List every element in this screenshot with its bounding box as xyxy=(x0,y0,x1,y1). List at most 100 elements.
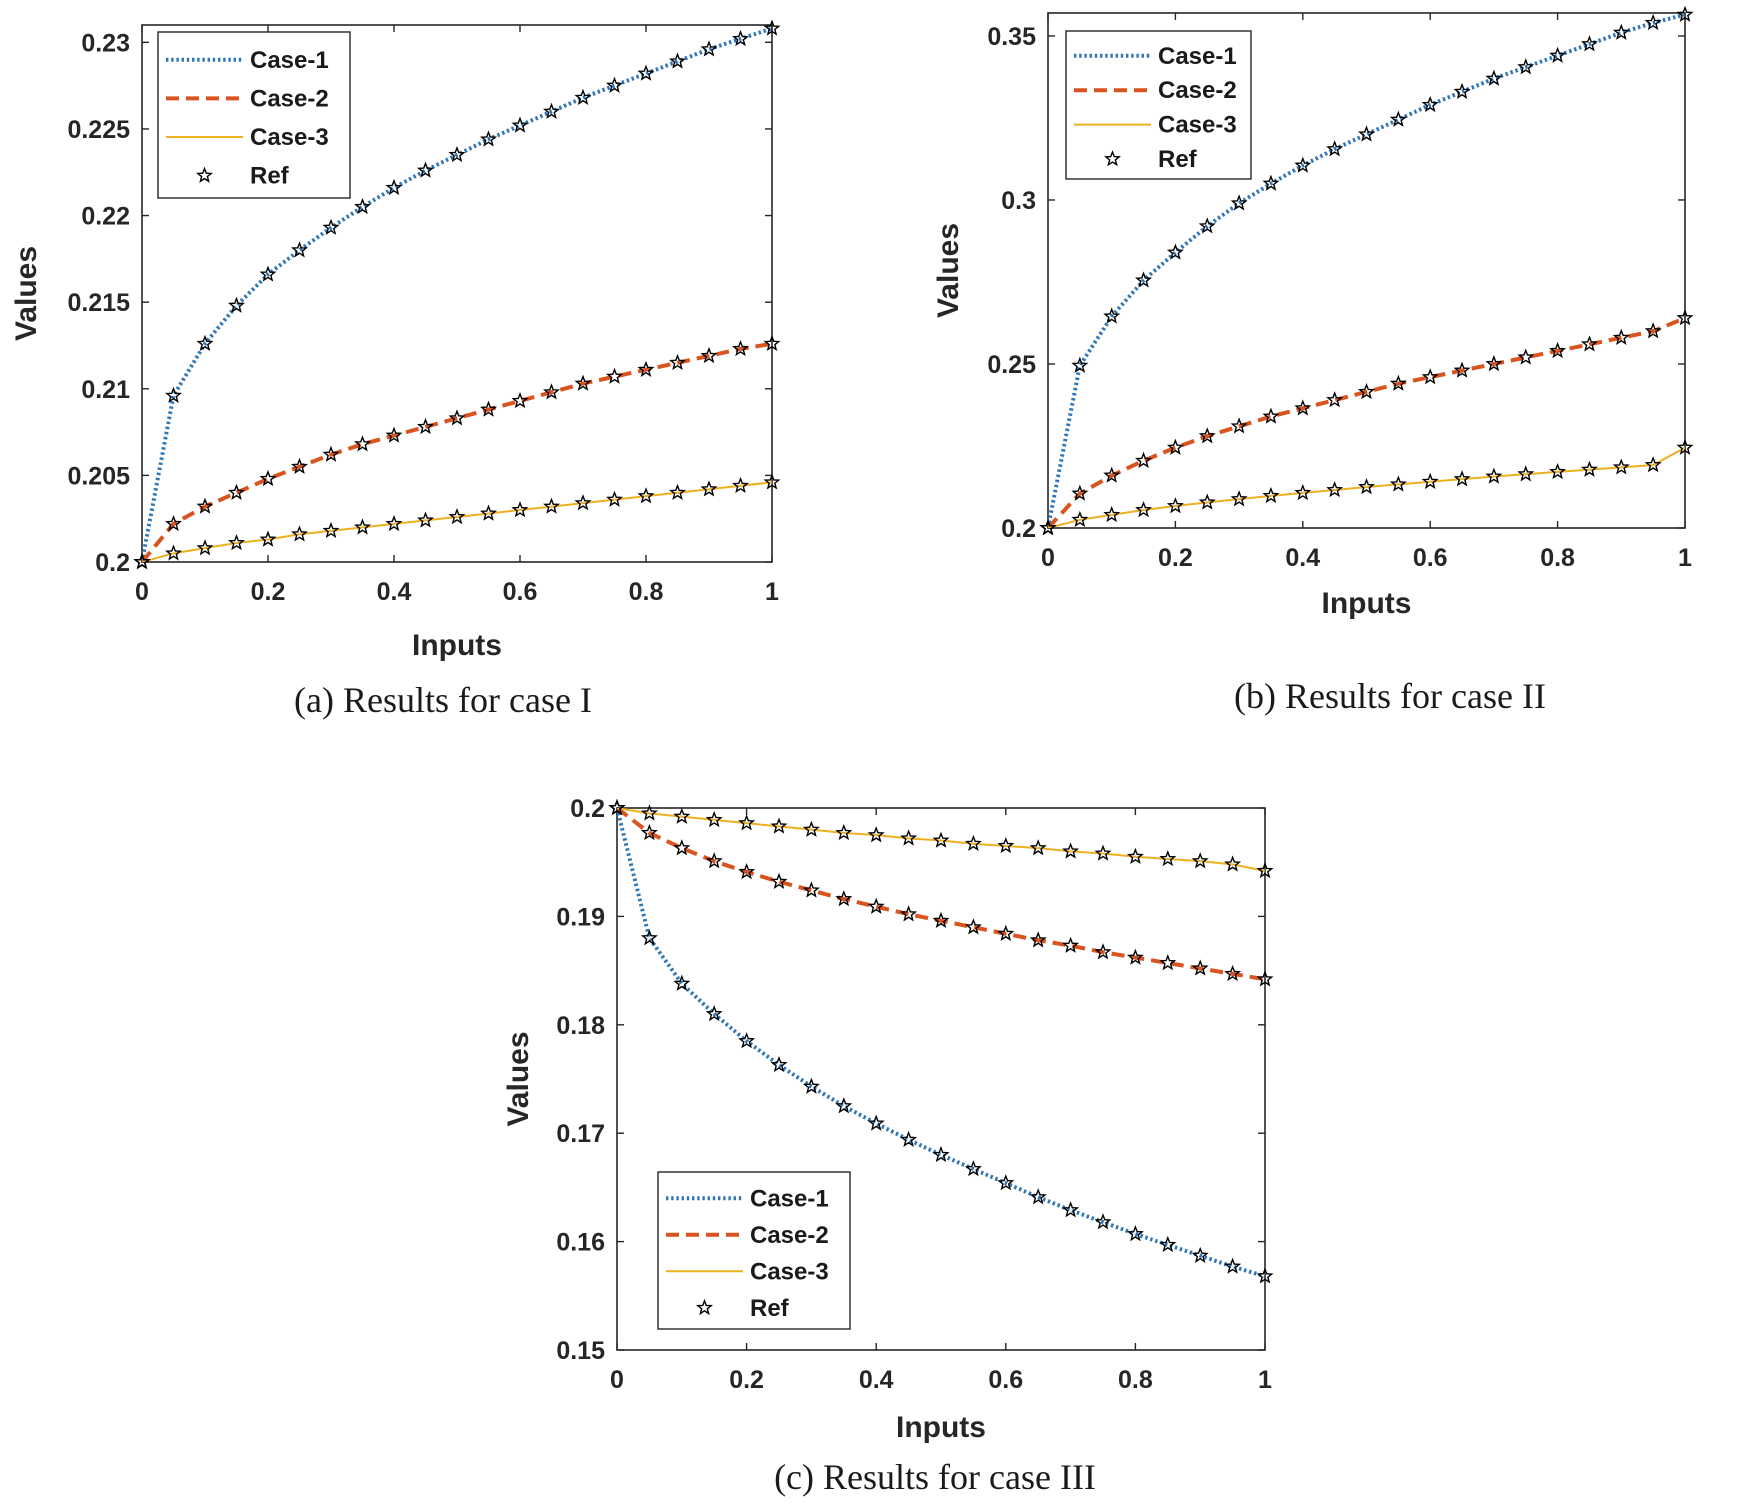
ref-marker xyxy=(1198,493,1216,510)
ref-marker xyxy=(1676,309,1694,326)
series-line-case-1 xyxy=(1048,13,1685,528)
x-tick-label: 0.6 xyxy=(988,1366,1023,1394)
ref-marker xyxy=(1453,361,1471,378)
ref-marker xyxy=(1453,82,1471,99)
ref-marker xyxy=(1062,936,1080,953)
series-line-case-3 xyxy=(617,808,1265,872)
ref-marker xyxy=(763,19,781,36)
ref-marker xyxy=(1230,490,1248,507)
ref-marker xyxy=(385,426,403,443)
ref-marker xyxy=(1517,58,1535,75)
y-tick-label: 0.22 xyxy=(81,203,130,231)
legend-label: Case-1 xyxy=(750,1185,829,1212)
ref-marker xyxy=(290,457,309,474)
x-tick-label: 0.4 xyxy=(1285,544,1320,572)
ref-marker xyxy=(1549,341,1567,359)
series-line-case-1 xyxy=(142,26,772,562)
legend-label: Case-1 xyxy=(1158,43,1237,70)
ref-marker xyxy=(700,40,718,57)
ref-marker xyxy=(1071,510,1089,528)
ref-marker xyxy=(1294,483,1312,501)
ref-marker xyxy=(1166,438,1184,455)
series-line-case-2 xyxy=(1048,316,1685,528)
legend: Case-1 Case-2 Case-3 Ref xyxy=(1065,30,1252,180)
ref-marker xyxy=(196,539,214,556)
legend-label: Case-3 xyxy=(250,124,329,151)
ref-marker xyxy=(1198,427,1216,444)
legend-label: Case-3 xyxy=(1158,112,1237,139)
x-tick-label: 1 xyxy=(1678,544,1692,572)
ref-marker xyxy=(574,88,592,105)
ref-marker xyxy=(1676,5,1694,22)
ref-marker xyxy=(1421,368,1439,385)
ref-marker xyxy=(1126,847,1144,865)
x-tick-label: 0.2 xyxy=(1158,544,1193,572)
ref-marker xyxy=(731,339,750,357)
ref-marker xyxy=(1389,374,1407,391)
ref-marker xyxy=(673,839,691,856)
ref-marker xyxy=(802,820,820,837)
ref-marker xyxy=(835,890,853,907)
ref-marker xyxy=(1612,328,1630,345)
series-group xyxy=(142,26,772,562)
ref-marker xyxy=(479,504,498,521)
ref-marker xyxy=(1549,462,1567,480)
chart-panel-3: 0 0.2 0.4 0.6 0.8 1 0.15 0.16 0.17 0.18 0.19 0.2 Inp… xyxy=(502,795,1274,1497)
ref-marker xyxy=(1453,470,1471,487)
series-line-case-3 xyxy=(1048,446,1685,528)
ref-marker xyxy=(1612,458,1630,475)
ref-marker xyxy=(738,1032,756,1049)
y-tick-label: 0.21 xyxy=(81,376,130,404)
y-axis-label: Values xyxy=(502,1031,535,1126)
y-tick-label: 0.2 xyxy=(570,795,605,823)
ref-marker xyxy=(1159,850,1177,867)
ref-marker xyxy=(997,924,1015,941)
ref-marker xyxy=(1294,156,1312,173)
ref-marker xyxy=(763,473,781,490)
ref-marker xyxy=(1159,1235,1177,1253)
figure-caption: (a) Results for case I xyxy=(294,680,592,720)
ref-marker xyxy=(1580,35,1598,52)
ref-marker xyxy=(574,494,592,511)
series-group xyxy=(617,808,1265,1279)
y-tick-label: 0.215 xyxy=(67,289,130,317)
ref-marker xyxy=(605,367,624,384)
ref-marker xyxy=(802,881,820,898)
ref-marker xyxy=(479,130,498,147)
ref-marker xyxy=(1224,964,1242,982)
ref-marker xyxy=(416,417,435,435)
ref-marker xyxy=(1166,243,1184,260)
ref-marker xyxy=(227,534,246,551)
y-tick-label: 0.35 xyxy=(987,23,1036,51)
ref-marker xyxy=(1580,335,1598,352)
ref-marker xyxy=(640,804,658,821)
ref-marker xyxy=(1029,1188,1047,1205)
ref-marker xyxy=(1644,322,1662,339)
ref-marker xyxy=(964,1160,982,1177)
ref-marker xyxy=(867,1114,885,1131)
legend-label: Case-3 xyxy=(750,1258,829,1285)
ref-marker xyxy=(1517,465,1535,482)
ref-marker xyxy=(574,374,592,391)
ref-marker xyxy=(637,64,655,81)
y-axis-label: Values xyxy=(10,246,43,341)
x-tick-label: 0.8 xyxy=(629,578,664,606)
ref-marker xyxy=(448,145,466,163)
ref-marker xyxy=(1191,852,1209,869)
ref-marker xyxy=(542,383,561,400)
legend-label: Case-2 xyxy=(1158,77,1237,104)
ref-marker xyxy=(900,1130,918,1147)
ref-marker xyxy=(1256,970,1274,987)
ref-marker xyxy=(1094,943,1112,960)
ref-marker xyxy=(1135,451,1153,468)
ref-marker xyxy=(542,497,561,514)
ref-marker xyxy=(259,530,277,547)
ref-marker xyxy=(1071,484,1089,501)
ref-marker xyxy=(1644,13,1662,31)
legend-label: Case-2 xyxy=(250,85,329,112)
ref-marker xyxy=(1230,194,1248,211)
ref-marker xyxy=(835,1097,853,1114)
ref-marker xyxy=(164,544,183,561)
ref-marker xyxy=(1580,460,1598,477)
